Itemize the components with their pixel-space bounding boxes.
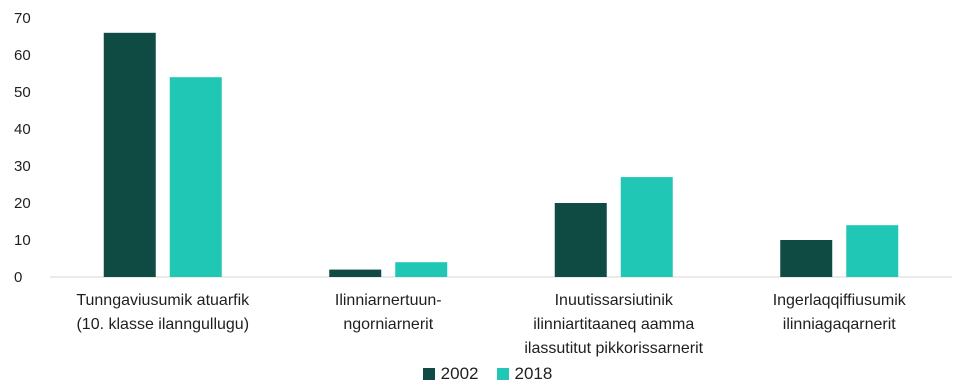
legend-label-2018: 2018 xyxy=(514,364,553,383)
y-tick-label-40: 40 xyxy=(14,121,31,138)
bar-2018-2 xyxy=(395,262,448,277)
bar-2018-3 xyxy=(620,177,673,277)
y-tick-label-0: 0 xyxy=(14,269,22,286)
category-label-2-line-2: ngorniarnerit xyxy=(343,316,433,333)
legend-item-2002: 2002 xyxy=(422,364,479,384)
y-tick-label-20: 20 xyxy=(14,195,31,212)
y-tick-label-50: 50 xyxy=(14,84,31,101)
category-label-4-line-2: ilinniagaqarnerit xyxy=(783,316,897,333)
bar-2002-2 xyxy=(329,269,382,277)
category-label-3-line-3: ilassutitut pikkorissarnerit xyxy=(524,340,703,357)
category-label-1-line-1: Tunngaviusumik atuarfik xyxy=(76,292,250,309)
legend-swatch-2018 xyxy=(496,368,509,380)
legend-swatch-2002 xyxy=(422,368,435,380)
category-label-3-line-2: ilinniartitaaneq aamma xyxy=(533,316,694,333)
category-label-3-line-1: Inuutissarsiutinik xyxy=(555,292,674,309)
legend-label-2002: 2002 xyxy=(440,364,479,383)
y-tick-label-10: 10 xyxy=(14,232,31,249)
legend-item-2018: 2018 xyxy=(496,364,553,384)
bar-2018-4 xyxy=(846,225,899,277)
y-tick-label-30: 30 xyxy=(14,158,31,175)
y-tick-label-70: 70 xyxy=(14,10,31,27)
bar-2002-4 xyxy=(780,240,833,277)
y-tick-label-60: 60 xyxy=(14,47,31,64)
category-label-1-line-2: (10. klasse ilanngullugu) xyxy=(76,316,249,333)
bar-2018-1 xyxy=(169,77,222,277)
bar-chart: 0 10 20 30 40 50 60 70 Tunngaviusumik atuarfik (1… xyxy=(14,10,952,357)
category-label-4-line-1: Ingerlaqqiffiusumik xyxy=(773,292,907,309)
bar-2002-3 xyxy=(554,203,607,277)
chart-legend: 2002 2018 xyxy=(0,364,975,384)
bar-2002-1 xyxy=(103,32,156,277)
category-label-2-line-1: Ilinniarnertuun- xyxy=(335,292,442,309)
